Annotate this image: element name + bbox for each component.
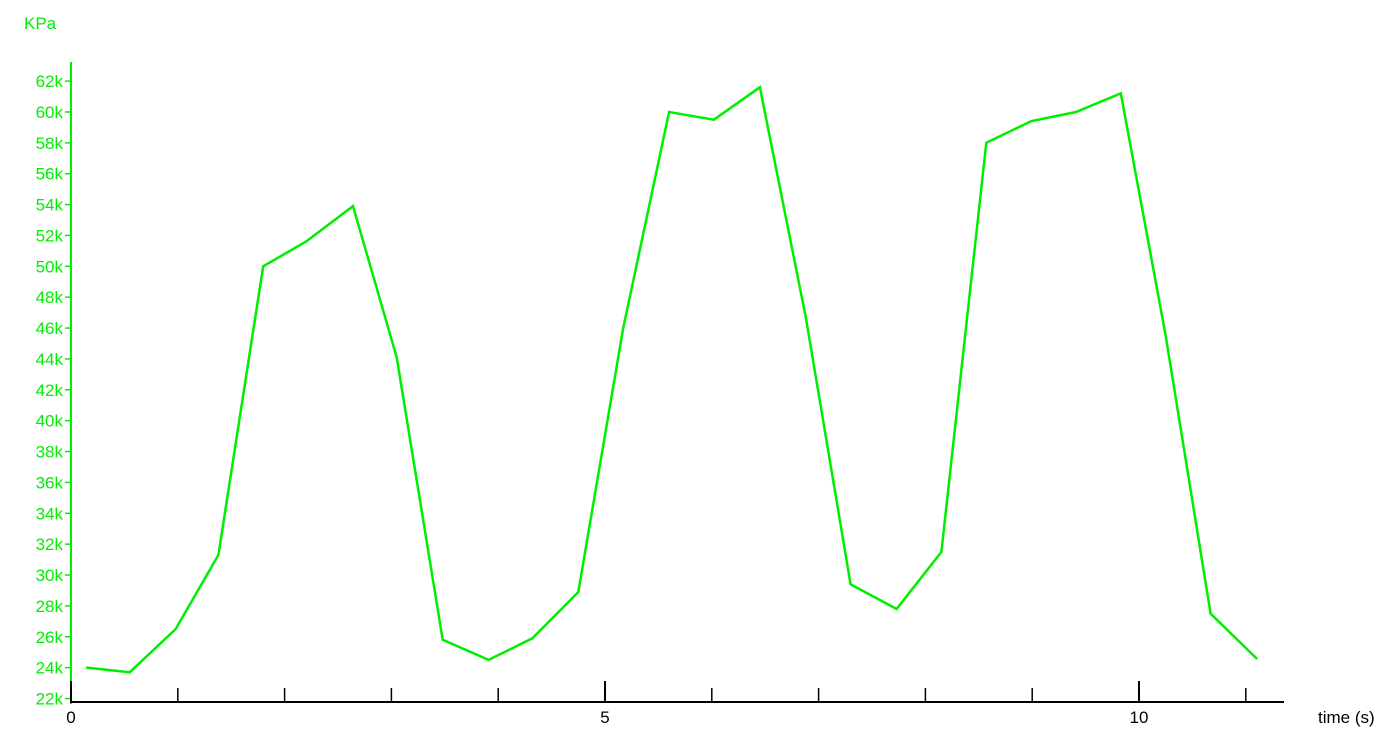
data-point <box>395 356 398 359</box>
y-tick-label: 48k <box>36 288 64 307</box>
series-layer <box>85 85 1258 674</box>
y-tick-label: 60k <box>36 103 64 122</box>
data-point <box>531 637 534 640</box>
data-point <box>849 583 852 586</box>
data-point <box>351 204 355 208</box>
x-axis: 0 5 10 <box>66 681 1284 727</box>
x-axis-title: time (s) <box>1318 708 1375 727</box>
data-point <box>128 671 131 674</box>
y-tick-label: 54k <box>36 196 64 215</box>
data-point <box>1074 110 1078 114</box>
y-tick-label: 44k <box>36 350 64 369</box>
y-tick-label: 62k <box>36 72 64 91</box>
data-point <box>441 638 444 642</box>
data-point <box>621 326 625 330</box>
y-tick-label: 34k <box>36 504 64 523</box>
data-point <box>262 265 265 268</box>
data-point <box>940 550 943 554</box>
y-tick-label: 58k <box>36 134 64 153</box>
pressure-series-line <box>86 85 1258 674</box>
x-tick-label: 0 <box>66 708 75 727</box>
data-point <box>1029 120 1033 123</box>
x-tick-label: 5 <box>600 708 609 727</box>
data-point <box>217 553 220 557</box>
data-point <box>174 627 177 631</box>
y-tick-label: 50k <box>36 257 64 276</box>
data-point <box>85 666 89 669</box>
y-tick-label: 22k <box>36 690 64 709</box>
y-tick-label: 38k <box>36 443 64 462</box>
data-point <box>804 316 807 319</box>
x-tick-label: 10 <box>1130 708 1149 727</box>
y-tick-label: 40k <box>36 412 64 431</box>
data-point <box>487 658 490 662</box>
data-point <box>1164 334 1167 337</box>
y-tick-label: 28k <box>36 597 64 616</box>
y-tick-label: 52k <box>36 226 64 245</box>
data-point <box>985 141 988 145</box>
y-tick-label: 30k <box>36 566 64 585</box>
data-point <box>1119 92 1123 95</box>
data-point <box>577 590 580 594</box>
y-tick-label: 26k <box>36 628 64 647</box>
y-tick-label: 24k <box>36 659 64 678</box>
y-tick-label: 32k <box>36 535 64 554</box>
data-point <box>758 86 762 89</box>
data-point <box>1255 657 1258 660</box>
y-tick-label: 56k <box>36 165 64 184</box>
y-tick-label: 46k <box>36 319 64 338</box>
y-axis: 22k 24k 26k 28k 30k 32k 34k 36k 38k 40k 42k 44k 46k 4… <box>36 62 72 709</box>
data-point <box>1209 612 1212 615</box>
data-point <box>895 607 898 611</box>
data-point <box>667 110 671 114</box>
y-tick-label: 36k <box>36 473 64 492</box>
data-point <box>304 240 308 243</box>
y-tick-label: 42k <box>36 381 64 400</box>
y-axis-unit-label: KPa <box>24 14 57 33</box>
data-point <box>712 118 716 121</box>
